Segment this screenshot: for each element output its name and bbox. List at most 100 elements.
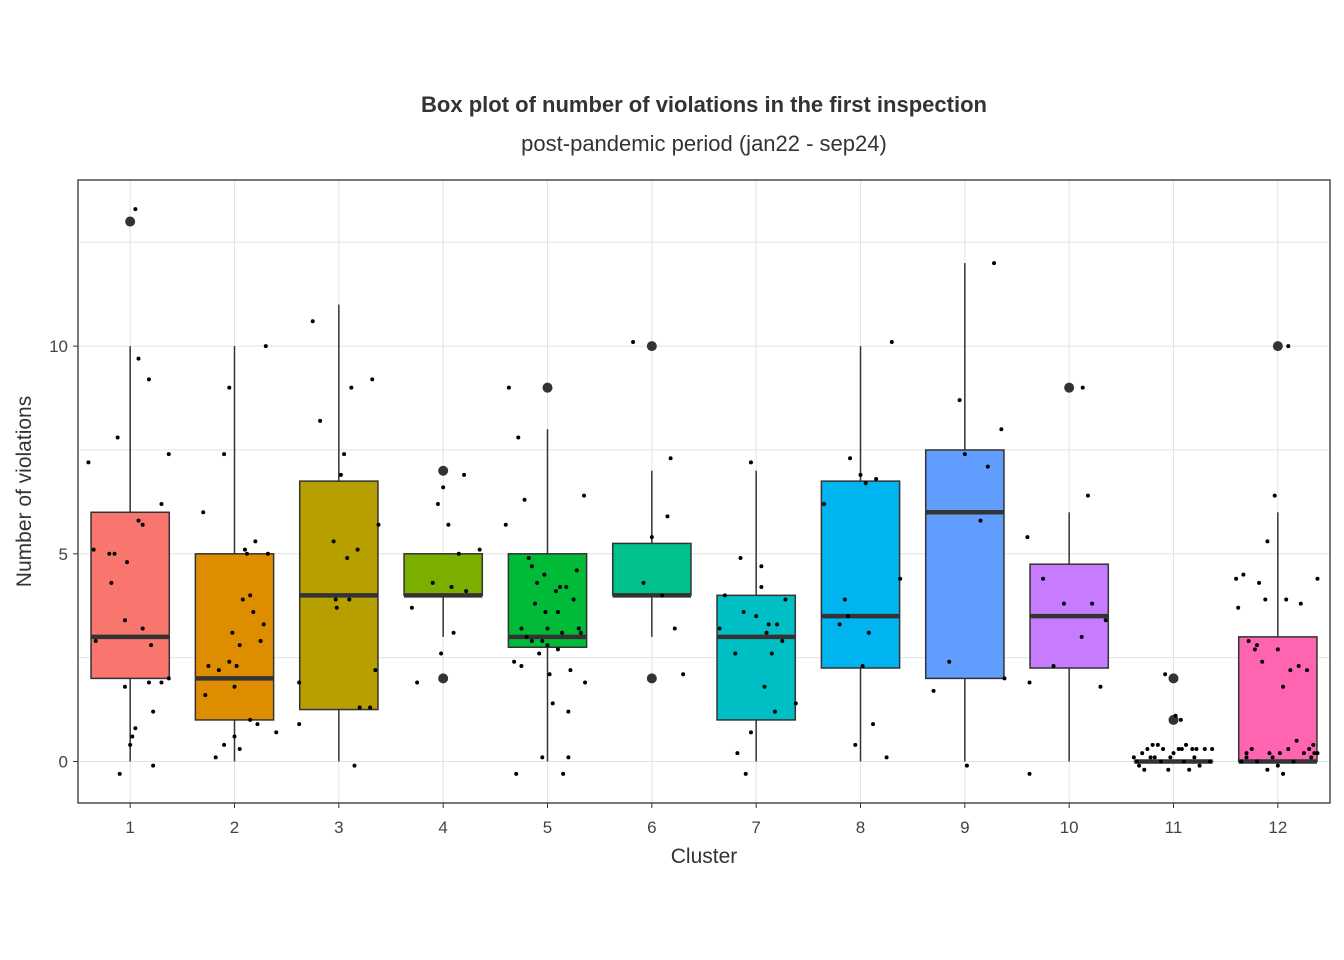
jitter-point [318, 418, 323, 423]
jitter-point [871, 722, 876, 727]
jitter-point [772, 709, 777, 714]
jitter-point [1281, 771, 1286, 776]
x-tick-label: 7 [751, 818, 760, 837]
jitter-point [1234, 576, 1239, 581]
jitter-point [503, 522, 508, 527]
jitter-point [1286, 747, 1291, 752]
jitter-point [743, 771, 748, 776]
jitter-point [1311, 742, 1316, 747]
jitter-point [355, 547, 360, 552]
jitter-point [86, 460, 91, 465]
jitter-point [566, 755, 571, 760]
jitter-point [542, 572, 547, 577]
jitter-point [1152, 755, 1157, 760]
chart-title: Box plot of number of violations in the … [421, 92, 987, 117]
jitter-point [576, 626, 581, 631]
jitter-point [837, 622, 842, 627]
jitter-point [1298, 601, 1303, 606]
jitter-point [128, 742, 133, 747]
jitter-point [166, 452, 171, 457]
jitter-point [357, 705, 362, 710]
jitter-point [1137, 763, 1142, 768]
y-tick-label: 5 [59, 545, 68, 564]
jitter-point [130, 734, 135, 739]
box-cluster-6 [611, 341, 692, 684]
jitter-point [1301, 751, 1306, 756]
jitter-point [555, 647, 560, 652]
jitter-point [858, 472, 863, 477]
jitter-point [1257, 580, 1262, 585]
jitter-point [133, 726, 138, 731]
y-tick-label: 10 [49, 337, 68, 356]
jitter-point [253, 539, 258, 544]
jitter-point [1305, 668, 1310, 673]
jitter-point [1208, 759, 1213, 764]
jitter-point [449, 585, 454, 590]
jitter-point [1061, 601, 1066, 606]
jitter-point [1244, 751, 1249, 756]
jitter-point [964, 763, 969, 768]
jitter-point [230, 630, 235, 635]
jitter-point [125, 560, 130, 565]
y-tick-label: 0 [59, 752, 68, 771]
jitter-point [649, 535, 654, 540]
jitter-point [373, 668, 378, 673]
jitter-point [345, 555, 350, 560]
jitter-point [133, 207, 138, 212]
jitter-point [1291, 759, 1296, 764]
jitter-point [863, 481, 868, 486]
jitter-point [506, 385, 511, 390]
y-axis-title: Number of violations [13, 396, 36, 587]
jitter-point [1179, 747, 1184, 752]
jitter-point [1277, 751, 1282, 756]
jitter-point [545, 626, 550, 631]
outlier-point [1168, 673, 1179, 684]
outlier-point [438, 465, 449, 476]
jitter-point [665, 514, 670, 519]
jitter-point [1236, 605, 1241, 610]
jitter-point [1163, 672, 1168, 677]
jitter-point [1142, 767, 1147, 772]
jitter-point [672, 626, 677, 631]
jitter-point [1272, 493, 1277, 498]
jitter-point [769, 651, 774, 656]
jitter-point [1252, 647, 1257, 652]
jitter-point [842, 597, 847, 602]
jitter-point [265, 551, 270, 556]
jitter-point [140, 522, 145, 527]
jitter-point [555, 609, 560, 614]
jitter-point [227, 659, 232, 664]
jitter-point [1275, 763, 1280, 768]
jitter-point [1155, 742, 1160, 747]
jitter-point [333, 597, 338, 602]
x-tick-label: 12 [1268, 818, 1287, 837]
jitter-point [1085, 493, 1090, 498]
jitter-point [430, 580, 435, 585]
jitter-point [1244, 755, 1249, 760]
jitter-point [532, 601, 537, 606]
jitter-point [149, 643, 154, 648]
jitter-point [237, 643, 242, 648]
jitter-point [766, 622, 771, 627]
jitter-point [222, 742, 227, 747]
jitter-point [1176, 747, 1181, 752]
jitter-point [564, 585, 569, 590]
jitter-point [1254, 643, 1259, 648]
x-tick-label: 1 [125, 818, 134, 837]
jitter-point [985, 464, 990, 469]
jitter-point [889, 339, 894, 344]
jitter-point [1080, 385, 1085, 390]
jitter-point [1210, 747, 1215, 752]
jitter-point [248, 593, 253, 598]
jitter-point [1197, 763, 1202, 768]
jitter-point [1249, 747, 1254, 752]
jitter-point [166, 676, 171, 681]
jitter-point [1194, 747, 1199, 752]
jitter-point [962, 452, 967, 457]
jitter-point [992, 261, 997, 266]
jitter-point [583, 680, 588, 685]
jitter-point [1173, 713, 1178, 718]
jitter-point [1265, 767, 1270, 772]
jitter-points [86, 207, 1320, 776]
